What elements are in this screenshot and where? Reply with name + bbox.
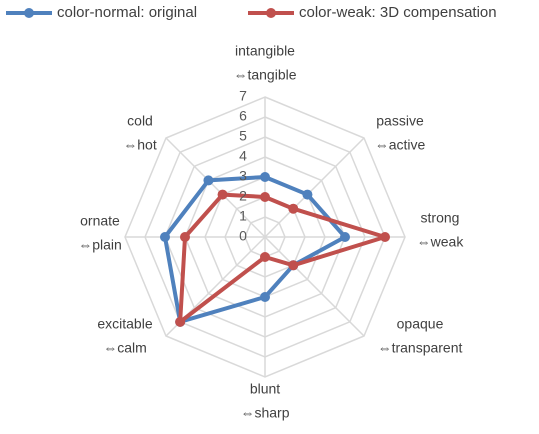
category-label: blunt xyxy=(250,381,280,397)
category-label: ⇔sharp xyxy=(240,405,289,421)
data-point xyxy=(217,189,228,200)
category-label: passive xyxy=(376,113,424,129)
legend-marker xyxy=(266,8,276,18)
data-point xyxy=(203,175,214,186)
spoke xyxy=(264,137,365,238)
data-point xyxy=(175,316,186,327)
data-point xyxy=(302,189,313,200)
category-label: ornate xyxy=(80,213,120,229)
tick-label: 3 xyxy=(239,168,247,184)
legend-marker xyxy=(24,8,34,18)
category-label: strong xyxy=(421,210,460,226)
category-label: cold xyxy=(127,113,153,129)
tick-label: 7 xyxy=(239,88,247,104)
data-point xyxy=(380,232,390,242)
category-label: intangible xyxy=(235,43,295,59)
data-point xyxy=(260,172,270,182)
category-label: excitable xyxy=(97,316,152,332)
legend-label: color-normal: original xyxy=(57,4,197,21)
series-line xyxy=(178,192,387,324)
category-label: opaque xyxy=(397,316,444,332)
spoke xyxy=(165,137,266,238)
tick-label: 5 xyxy=(239,128,247,144)
category-label: ⇔active xyxy=(375,137,426,153)
data-point xyxy=(260,192,270,202)
tick-label: 4 xyxy=(239,148,247,164)
spoke xyxy=(264,236,365,337)
data-point xyxy=(340,232,350,242)
data-point xyxy=(288,260,299,271)
tick-label: 6 xyxy=(239,108,247,124)
data-point xyxy=(288,203,299,214)
category-label: ⇔calm xyxy=(103,340,147,356)
data-point xyxy=(160,232,170,242)
tick-label: 0 xyxy=(239,228,247,244)
category-label: ⇔tangible xyxy=(233,67,296,83)
tick-label: 1 xyxy=(239,208,247,224)
tick-label: 2 xyxy=(239,188,247,204)
category-label: ⇔plain xyxy=(78,237,122,253)
series-line xyxy=(163,175,347,324)
data-point xyxy=(260,252,270,262)
category-label: ⇔hot xyxy=(123,137,157,153)
data-point xyxy=(260,292,270,302)
data-point xyxy=(180,232,190,242)
category-label: ⇔weak xyxy=(417,234,465,250)
category-label: ⇔transparent xyxy=(378,340,463,356)
legend-label: color-weak: 3D compensation xyxy=(299,4,497,21)
